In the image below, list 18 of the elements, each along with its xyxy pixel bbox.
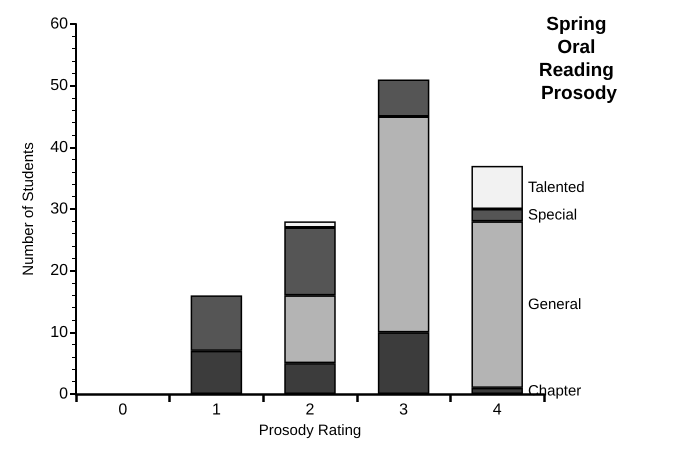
series-label: General bbox=[528, 296, 582, 314]
x-tick-label: 2 bbox=[306, 402, 315, 418]
y-tick-label: 30 bbox=[50, 200, 68, 218]
y-tick-label: 20 bbox=[50, 262, 68, 280]
y-tick-label: 40 bbox=[50, 138, 68, 156]
x-tick-label: 1 bbox=[212, 402, 221, 418]
text: Spring Oral Reading Prosody bbox=[538, 14, 620, 104]
series-label: Special bbox=[528, 206, 578, 224]
series-label: Talented bbox=[528, 178, 585, 196]
x-tick-label: 4 bbox=[492, 402, 502, 418]
y-tick-label: 60 bbox=[50, 16, 68, 32]
y-tick-label: 50 bbox=[50, 77, 68, 94]
y-tick-label: 10 bbox=[50, 324, 68, 341]
y-axis-title: Number of Students bbox=[20, 142, 37, 276]
x-axis-title: Prosody Rating bbox=[258, 422, 362, 439]
y-tick-label: 0 bbox=[59, 386, 68, 402]
x-tick-label: 0 bbox=[118, 402, 128, 418]
x-tick-label: 3 bbox=[399, 402, 408, 418]
